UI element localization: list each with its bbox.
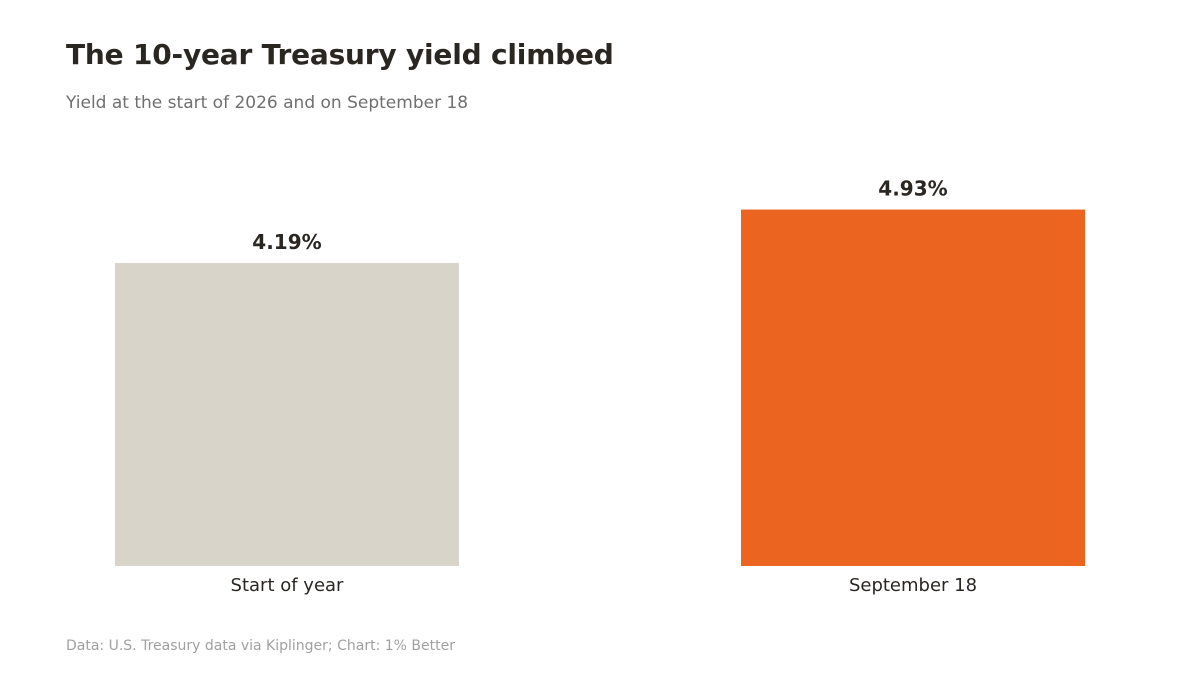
bar-value-label: 4.93%	[878, 177, 947, 201]
category-label: September 18	[849, 575, 977, 596]
chart-title: The 10-year Treasury yield climbed	[66, 38, 614, 71]
bar-september-18	[741, 209, 1085, 566]
chart-subtitle: Yield at the start of 2026 and on Septem…	[66, 93, 469, 113]
bar-start-of-year	[115, 263, 459, 566]
category-label: Start of year	[231, 575, 345, 596]
bar-value-label: 4.19%	[252, 230, 321, 254]
source-note: Data: U.S. Treasury data via Kiplinger; …	[66, 638, 455, 654]
